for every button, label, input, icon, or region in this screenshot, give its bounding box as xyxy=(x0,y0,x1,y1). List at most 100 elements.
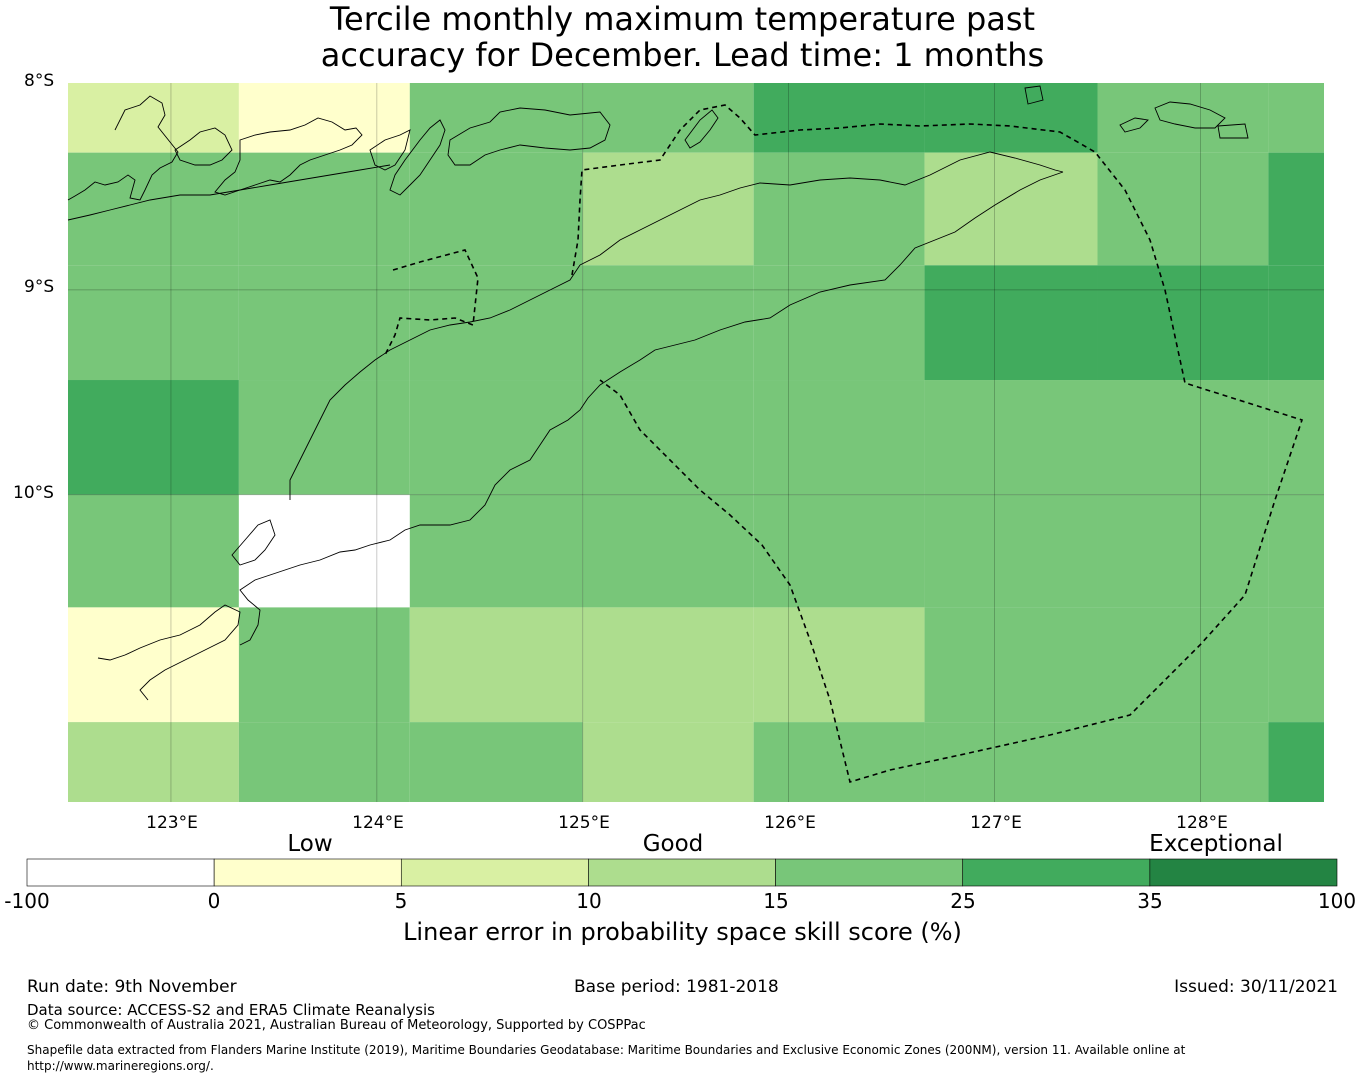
skill-cell xyxy=(409,83,583,153)
coastline-leti xyxy=(1119,117,1149,133)
skill-cell xyxy=(238,152,410,266)
skill-cell xyxy=(753,380,925,495)
skill-cell xyxy=(753,494,925,608)
skill-cell xyxy=(238,265,410,381)
skill-cell xyxy=(238,494,410,608)
skill-cell xyxy=(1268,265,1324,381)
skill-cell xyxy=(582,380,754,495)
coastline-adonara-solor xyxy=(174,127,233,166)
coastline-flores-east xyxy=(67,95,179,201)
boundary-oecusse xyxy=(384,249,479,356)
colorbar-tick: -100 xyxy=(4,889,50,913)
skill-cell xyxy=(753,722,925,802)
lon-label-125e: 125°E xyxy=(558,813,610,833)
skill-cell xyxy=(1097,265,1269,381)
colorbar-tick: 10 xyxy=(576,889,602,913)
coastline-atauro xyxy=(684,109,719,149)
skill-cell xyxy=(1097,607,1269,723)
skill-cell xyxy=(1097,152,1269,266)
skill-cell xyxy=(582,494,754,608)
skill-cell xyxy=(68,83,239,153)
graticule xyxy=(68,83,1324,802)
colorbar-label: Linear error in probability space skill … xyxy=(403,918,962,946)
skill-cell xyxy=(1097,380,1269,495)
run-date: Run date: 9th November xyxy=(27,977,237,997)
skill-cell xyxy=(924,83,1098,153)
base-period: Base period: 1981-2018 xyxy=(574,977,779,997)
skill-cell xyxy=(924,152,1098,266)
coastline-kisar xyxy=(1024,85,1044,105)
colorbar xyxy=(26,858,1338,887)
lon-label-127e: 127°E xyxy=(970,813,1022,833)
lon-label-124e: 124°E xyxy=(352,813,404,833)
colorbar-tick: 5 xyxy=(394,889,408,913)
skill-cell xyxy=(924,607,1098,723)
skill-cell xyxy=(753,607,925,723)
skill-cell xyxy=(409,494,583,608)
colorbar-segment xyxy=(26,858,215,887)
category-good: Good xyxy=(642,831,704,857)
map-title-line2: accuracy for December. Lead time: 1 mont… xyxy=(320,36,1045,74)
skill-cell xyxy=(753,265,925,381)
colorbar-tick: 25 xyxy=(950,889,976,913)
skill-cell xyxy=(238,380,410,495)
coastline-lakor xyxy=(1217,123,1249,139)
coastline-semau xyxy=(231,519,276,566)
skill-cell xyxy=(1268,152,1324,266)
colorbar-tick: 100 xyxy=(1317,889,1357,913)
skill-cell xyxy=(1097,83,1269,153)
skill-cell xyxy=(924,494,1098,608)
skill-cell xyxy=(409,722,583,802)
coastline-lomblen xyxy=(214,117,363,196)
colorbar-segment xyxy=(213,858,402,887)
skill-cell xyxy=(1268,83,1324,153)
skill-cell xyxy=(924,380,1098,495)
colorbar-segment xyxy=(588,858,776,887)
colorbar-segment xyxy=(962,858,1151,887)
coastline-timor-north xyxy=(67,164,391,221)
skill-cell xyxy=(68,722,239,802)
skill-grid xyxy=(68,83,1324,802)
skill-cell xyxy=(68,152,239,266)
category-low: Low xyxy=(287,831,333,857)
skill-cell xyxy=(238,722,410,802)
colorbar-tick: 35 xyxy=(1137,889,1163,913)
skill-cell xyxy=(68,265,239,381)
coastline-timor-east-tip xyxy=(579,151,1064,266)
skill-cell xyxy=(238,83,410,153)
boundary-timor-leste-north xyxy=(571,104,1304,784)
skill-cell xyxy=(409,152,583,266)
skill-cell xyxy=(1268,607,1324,723)
skill-cell xyxy=(753,152,925,266)
lat-label-9s: 9°S xyxy=(24,277,55,297)
issued-date: Issued: 30/11/2021 xyxy=(1174,977,1338,997)
skill-cell xyxy=(753,83,925,153)
skill-cell xyxy=(68,494,239,608)
colorbar-segment xyxy=(1149,858,1338,887)
colorbar-segment xyxy=(775,858,964,887)
skill-map xyxy=(67,83,1324,802)
coastline-timor-south-coast xyxy=(289,264,581,500)
colorbar-tick: 0 xyxy=(207,889,221,913)
coastline-alor xyxy=(389,119,446,196)
skill-cell xyxy=(924,722,1098,802)
eez-boundaries xyxy=(384,104,1304,784)
skill-cell xyxy=(409,265,583,381)
skill-cell xyxy=(1097,494,1269,608)
coastline-rote xyxy=(97,604,241,701)
skill-cell xyxy=(1268,722,1324,802)
lon-label-123e: 123°E xyxy=(146,813,198,833)
skill-cell xyxy=(409,607,583,723)
category-exceptional: Exceptional xyxy=(1149,831,1283,857)
skill-cell xyxy=(924,265,1098,381)
colorbar-segment xyxy=(400,858,589,887)
skill-cell xyxy=(1268,494,1324,608)
data-source: Data source: ACCESS-S2 and ERA5 Climate … xyxy=(27,1001,435,1019)
coastline-wetar xyxy=(447,107,611,166)
skill-cell xyxy=(68,380,239,495)
skill-cell xyxy=(1097,722,1269,802)
skill-cell xyxy=(582,265,754,381)
lat-label-10s: 10°S xyxy=(13,483,54,503)
skill-cell xyxy=(582,607,754,723)
skill-cell xyxy=(582,722,754,802)
